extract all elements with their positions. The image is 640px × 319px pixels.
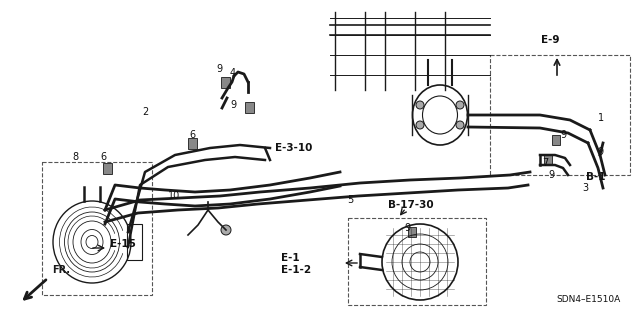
Text: B-1: B-1 bbox=[586, 172, 605, 182]
Text: 5: 5 bbox=[347, 195, 353, 205]
Text: 9: 9 bbox=[560, 130, 566, 140]
Bar bbox=[221, 77, 230, 87]
Circle shape bbox=[221, 225, 231, 235]
Bar bbox=[42, 162, 152, 295]
Bar bbox=[490, 55, 630, 175]
Text: 9: 9 bbox=[404, 223, 410, 233]
Bar bbox=[188, 137, 196, 149]
Text: FR.: FR. bbox=[52, 265, 70, 275]
Bar bbox=[244, 101, 253, 113]
Text: 7: 7 bbox=[542, 158, 548, 168]
Bar bbox=[552, 135, 560, 145]
Text: 8: 8 bbox=[72, 152, 78, 162]
Bar bbox=[408, 227, 416, 237]
Text: 6: 6 bbox=[100, 152, 106, 162]
Text: E-1: E-1 bbox=[281, 253, 300, 263]
Text: 9: 9 bbox=[230, 100, 236, 110]
Text: 6: 6 bbox=[189, 130, 195, 140]
Text: 10: 10 bbox=[168, 191, 180, 201]
Circle shape bbox=[456, 121, 464, 129]
Circle shape bbox=[456, 101, 464, 109]
Text: 9: 9 bbox=[216, 64, 222, 74]
Text: SDN4–E1510A: SDN4–E1510A bbox=[556, 295, 620, 305]
Text: 2: 2 bbox=[142, 107, 148, 117]
Text: E-15: E-15 bbox=[110, 239, 136, 249]
Text: 3: 3 bbox=[582, 183, 588, 193]
Text: 9: 9 bbox=[597, 147, 603, 157]
Text: B-17-30: B-17-30 bbox=[388, 200, 434, 210]
Text: E-3-10: E-3-10 bbox=[275, 143, 312, 153]
Bar bbox=[102, 162, 111, 174]
Bar bbox=[348, 218, 486, 305]
Text: E-1-2: E-1-2 bbox=[281, 265, 311, 275]
Circle shape bbox=[416, 101, 424, 109]
Bar bbox=[544, 155, 552, 165]
Text: E-9: E-9 bbox=[541, 35, 559, 45]
Circle shape bbox=[416, 121, 424, 129]
Text: 9: 9 bbox=[548, 170, 554, 180]
Text: 4: 4 bbox=[230, 68, 236, 78]
Text: 1: 1 bbox=[598, 113, 604, 123]
